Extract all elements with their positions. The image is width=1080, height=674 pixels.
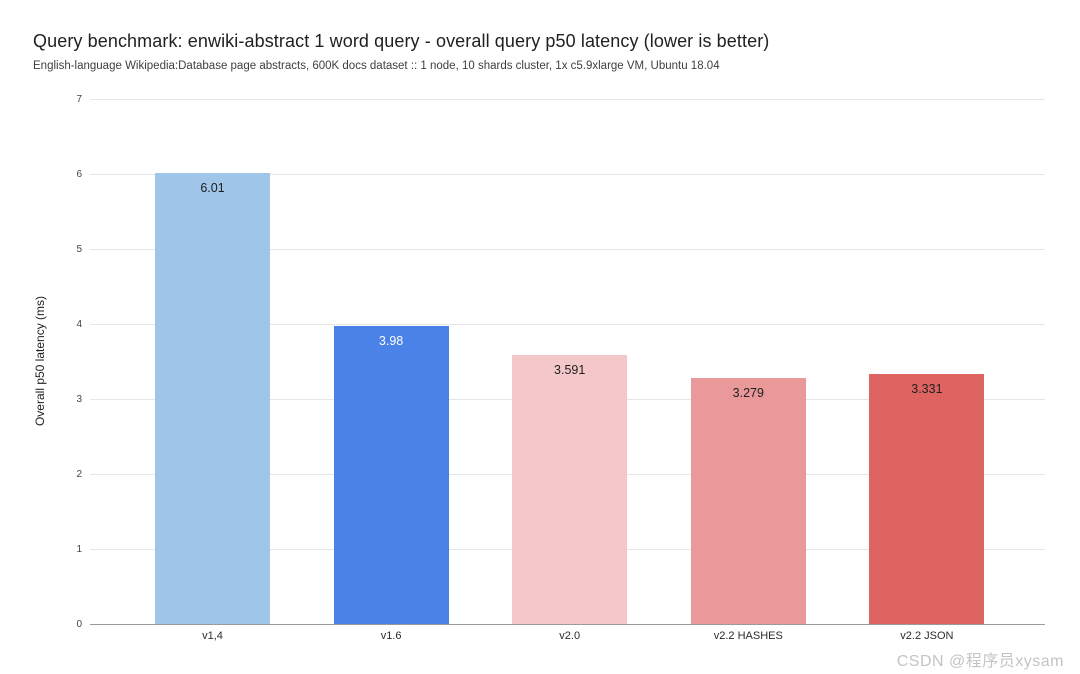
bar-v2.0: 3.591: [512, 354, 628, 624]
y-tick-label: 0: [76, 619, 82, 630]
x-axis-label: v1,4: [202, 630, 223, 642]
y-tick-label: 4: [76, 319, 82, 330]
bar-value-label: 3.591: [554, 362, 586, 377]
bar-v1.6: 3.98: [333, 325, 449, 624]
y-tick-label: 6: [76, 169, 82, 180]
chart-title: Query benchmark: enwiki-abstract 1 word …: [33, 31, 770, 51]
gridline: [90, 249, 1045, 250]
x-axis-label: v1.6: [380, 630, 402, 642]
y-tick-label: 5: [76, 244, 82, 255]
chart-subtitle: English-language Wikipedia:Database page…: [33, 60, 720, 72]
bar-v2.2 HASHES: 3.279: [690, 378, 806, 624]
y-tick-label: 2: [76, 469, 82, 480]
bar-value-label: 3.279: [732, 386, 764, 401]
x-axis-label: v2.2 HASHES: [713, 630, 783, 642]
bar-value-label: 3.331: [911, 382, 943, 397]
gridline: [90, 324, 1045, 325]
gridline: [90, 174, 1045, 175]
x-axis-label: v2.0: [559, 630, 581, 642]
x-axis-label: v2.2 JSON: [900, 630, 954, 642]
y-tick-label: 1: [76, 544, 82, 555]
plot-area: 0 1 2 3 4 5 6 7 6.01 v1,4 3.98 v1.6 3.591 v2.0 3.279 v2…: [76, 95, 1045, 642]
y-tick-label: 7: [76, 94, 82, 105]
bar-v2.2 JSON: 3.331: [869, 374, 985, 624]
bar-value-label: 3.98: [378, 333, 404, 348]
y-axis-title: Overall p50 latency (ms): [33, 295, 47, 427]
watermark: CSDN @程序员xysam: [896, 653, 1064, 670]
y-tick-label: 3: [76, 394, 82, 405]
bar-value-label: 6.01: [200, 181, 225, 196]
gridline: [90, 99, 1045, 100]
bar-v1,4: 6.01: [155, 173, 270, 624]
x-axis-line: [90, 624, 1045, 625]
